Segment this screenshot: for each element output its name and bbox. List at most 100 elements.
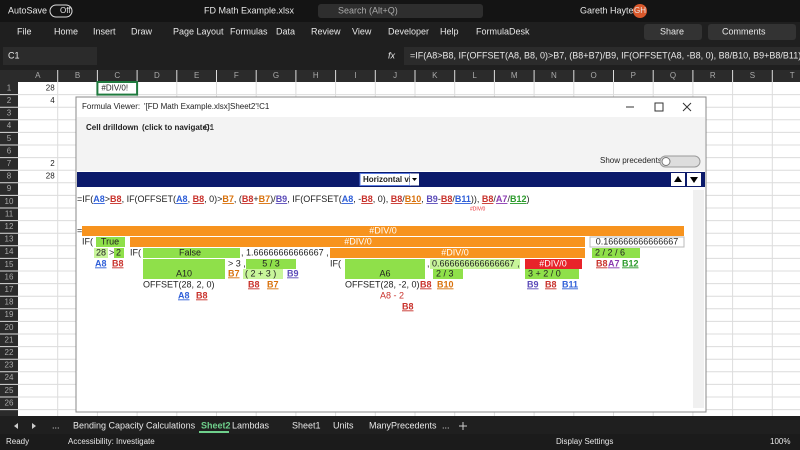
node-ref[interactable]: A8: [95, 258, 107, 268]
display-settings[interactable]: Display Settings: [556, 437, 613, 446]
formula-token: )/: [270, 194, 276, 204]
formula-token: ,: [188, 194, 193, 204]
formula-token[interactable]: B9: [426, 194, 438, 204]
formula-token[interactable]: A8: [176, 194, 188, 204]
node-ref[interactable]: B8: [248, 279, 260, 289]
show-precedents-label: Show precedents:: [600, 156, 664, 165]
sheet-tab[interactable]: Units: [333, 420, 354, 430]
drilldown-cell[interactable]: C1: [204, 123, 215, 132]
formula-token: -: [438, 194, 441, 204]
node-ref[interactable]: A7: [608, 258, 620, 268]
ribbon-tab[interactable]: Formulas: [230, 26, 268, 36]
formula-token[interactable]: B8: [242, 194, 254, 204]
row-header: 19: [5, 310, 14, 319]
node-text: ( 2 + 3 ): [245, 268, 276, 278]
formula-token[interactable]: A8: [342, 194, 354, 204]
row-header: 6: [7, 146, 12, 155]
formula-token[interactable]: B12: [510, 194, 527, 204]
node-text: IF(: [82, 236, 93, 246]
drilldown-label: Cell drilldown: [86, 123, 139, 132]
ribbon-tab[interactable]: View: [352, 26, 372, 36]
user-name: Gareth Hayter: [580, 5, 637, 15]
sheet-tab[interactable]: Sheet1: [292, 420, 321, 430]
scrollbar[interactable]: [693, 190, 704, 408]
autosave-toggle[interactable]: [49, 4, 73, 18]
node-ref[interactable]: B8: [420, 279, 432, 289]
node-ref[interactable]: B9: [527, 279, 539, 289]
ribbon-tab[interactable]: Data: [276, 26, 295, 36]
formula-token[interactable]: B9: [276, 194, 288, 204]
node-text: #DIV/0: [539, 258, 567, 268]
cell-value[interactable]: 28: [46, 172, 55, 181]
cell-value[interactable]: #DIV/0!: [101, 83, 128, 92]
formula-token: , 0)>: [204, 194, 222, 204]
ribbon-tab[interactable]: Insert: [93, 26, 116, 36]
ribbon-tab[interactable]: File: [17, 26, 32, 36]
formula-token[interactable]: B11: [455, 194, 471, 204]
ribbon-tab[interactable]: FormulaDesk: [476, 26, 530, 36]
zoom[interactable]: 100%: [770, 437, 790, 446]
formula-token[interactable]: B7: [259, 194, 271, 204]
formula-token: ,: [477, 194, 482, 204]
ribbon-tab[interactable]: Home: [54, 26, 78, 36]
formula-token[interactable]: B10: [405, 194, 422, 204]
cell-value[interactable]: 28: [46, 83, 55, 92]
sheet-tab[interactable]: Bending Capacity Calculations: [73, 420, 196, 430]
close-button[interactable]: [682, 102, 692, 112]
cell-value[interactable]: 4: [50, 96, 55, 105]
formula-token[interactable]: B8: [391, 194, 403, 204]
formula-token: , IF(OFFSET(: [287, 194, 342, 204]
maximize-button[interactable]: [654, 102, 664, 112]
tabs-more-right[interactable]: ...: [442, 420, 450, 430]
row-header: 14: [5, 247, 14, 256]
formula-token[interactable]: A8: [93, 194, 105, 204]
name-box[interactable]: [3, 47, 97, 65]
node-ref[interactable]: B8: [112, 258, 124, 268]
sheet-tab-bar: [0, 416, 800, 434]
formula-token[interactable]: B8: [193, 194, 205, 204]
node-box: [430, 259, 520, 269]
node-box: [94, 248, 108, 258]
ribbon-tab[interactable]: Page Layout: [173, 26, 224, 36]
sheet-tab[interactable]: Lambdas: [232, 420, 270, 430]
share-button[interactable]: [644, 24, 702, 40]
tabs-more[interactable]: ...: [52, 420, 60, 430]
node-ref[interactable]: B9: [287, 268, 299, 278]
formula-token: /: [452, 194, 455, 204]
node-ref[interactable]: B10: [437, 279, 454, 289]
formula-token[interactable]: A7: [496, 194, 508, 204]
ribbon-tab[interactable]: Help: [440, 26, 459, 36]
formula-token[interactable]: B7: [222, 194, 234, 204]
ribbon-tab[interactable]: Developer: [388, 26, 429, 36]
view-mode: Horizontal vi: [363, 175, 411, 184]
formula-input[interactable]: [404, 47, 800, 65]
search-box[interactable]: [318, 4, 483, 18]
node-ref[interactable]: B8: [596, 258, 608, 268]
comments-button[interactable]: [708, 24, 796, 40]
avatar[interactable]: [633, 4, 647, 18]
formula-token[interactable]: B8: [110, 194, 122, 204]
node-ref[interactable]: B8: [545, 279, 557, 289]
ribbon-tab[interactable]: Draw: [131, 26, 153, 36]
formula-token[interactable]: B8: [441, 194, 453, 204]
accessibility[interactable]: Accessibility: Investigate: [68, 437, 155, 446]
node-ref[interactable]: B12: [622, 258, 639, 268]
formula-token: +: [253, 194, 258, 204]
add-sheet[interactable]: [459, 422, 467, 430]
sheet-tab[interactable]: ManyPrecedents: [369, 420, 437, 430]
formula-token[interactable]: B8: [482, 194, 494, 204]
node-ref[interactable]: B8: [196, 290, 208, 300]
node-ref[interactable]: B7: [267, 279, 279, 289]
node-ref[interactable]: B8: [402, 301, 414, 311]
node-ref[interactable]: A8: [178, 290, 190, 300]
cell-value[interactable]: 2: [50, 159, 55, 168]
column-header: J: [393, 71, 397, 80]
node-ref[interactable]: B11: [562, 279, 578, 289]
precedents-toggle[interactable]: [659, 155, 701, 168]
ribbon-tab[interactable]: Review: [311, 26, 341, 36]
formula-token: >: [105, 194, 110, 204]
formula-token[interactable]: B8: [361, 194, 373, 204]
sheet-tab[interactable]: Sheet2: [201, 420, 231, 430]
row-header: 5: [7, 134, 12, 143]
node-ref[interactable]: B7: [228, 268, 240, 278]
